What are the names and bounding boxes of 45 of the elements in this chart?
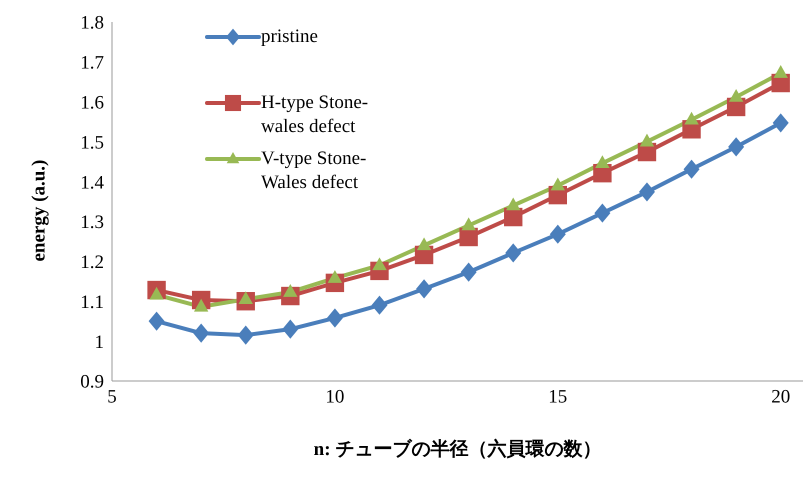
y-tick-label: 1.4 bbox=[80, 172, 104, 194]
legend-label: pristine bbox=[261, 25, 319, 49]
legend-label: V-type Stone-Wales defect bbox=[261, 147, 368, 195]
point bbox=[282, 320, 298, 339]
y-tick-label: 1.8 bbox=[80, 12, 104, 34]
y-tick-label: 1 bbox=[94, 332, 104, 353]
x-axis-title: n: チューブの半径（六員環の数） bbox=[314, 438, 602, 460]
y-tick-label: 1.6 bbox=[80, 92, 104, 114]
point bbox=[459, 228, 478, 246]
point bbox=[461, 217, 476, 230]
y-tick-label: 1.1 bbox=[80, 292, 104, 313]
point bbox=[550, 178, 566, 190]
point bbox=[772, 113, 789, 133]
point bbox=[505, 243, 522, 263]
y-tick-label: 1.3 bbox=[80, 212, 104, 234]
x-tick-label: 15 bbox=[548, 386, 568, 408]
point bbox=[193, 324, 210, 343]
legend-label: H-type Stone-wales defect bbox=[261, 91, 370, 139]
point bbox=[774, 65, 788, 78]
x-tick-label: 5 bbox=[107, 386, 117, 408]
point bbox=[728, 88, 744, 102]
y-tick-label: 1.7 bbox=[80, 52, 104, 74]
point bbox=[684, 112, 699, 125]
point bbox=[506, 197, 520, 210]
point bbox=[416, 237, 432, 250]
point bbox=[371, 296, 388, 315]
x-tick-label: 10 bbox=[325, 386, 344, 408]
point bbox=[326, 308, 343, 328]
y-axis-title: energy (a.u.) bbox=[28, 160, 50, 262]
point bbox=[148, 312, 165, 331]
point bbox=[640, 134, 654, 146]
y-tick-label: 1.2 bbox=[80, 252, 104, 274]
y-tick-label: 0.9 bbox=[80, 372, 104, 393]
point bbox=[416, 279, 432, 298]
point bbox=[595, 155, 610, 168]
point bbox=[594, 203, 610, 223]
y-tick-label: 1.5 bbox=[80, 132, 104, 154]
point bbox=[504, 208, 522, 226]
x-tick-label: 20 bbox=[771, 386, 790, 408]
point bbox=[550, 224, 566, 244]
point bbox=[728, 137, 744, 156]
point bbox=[238, 326, 254, 345]
point bbox=[684, 160, 700, 179]
point bbox=[638, 182, 655, 202]
point bbox=[460, 262, 477, 282]
